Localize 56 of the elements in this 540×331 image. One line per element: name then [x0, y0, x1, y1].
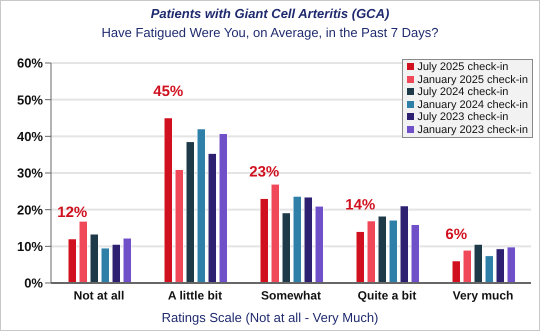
- bar: [315, 206, 324, 283]
- bar: [485, 256, 494, 283]
- data-label: 45%: [153, 83, 184, 100]
- x-tick-label: Quite a bit: [358, 288, 416, 303]
- x-axis-title: Ratings Scale (Not at all - Very Much): [160, 310, 380, 325]
- bar: [208, 153, 217, 283]
- legend-label: July 2023 check-in: [416, 111, 510, 124]
- bar: [400, 206, 409, 283]
- bar: [389, 220, 398, 283]
- bar: [507, 246, 516, 283]
- legend-label: January 2025 check-in: [416, 74, 528, 86]
- y-tick-label: 10%: [16, 238, 44, 254]
- legend-label: July 2024 check-in: [416, 86, 510, 98]
- bar: [411, 224, 420, 283]
- data-label: 12%: [57, 204, 88, 221]
- legend-label: January 2023 check-in: [416, 124, 528, 136]
- bar: [101, 248, 110, 283]
- data-label: 14%: [345, 196, 376, 214]
- bar: [175, 169, 184, 283]
- x-tick-label: Not at all: [74, 288, 124, 303]
- bar: [90, 234, 99, 283]
- y-tick-label: 30%: [16, 166, 44, 181]
- bar: [186, 142, 195, 283]
- legend-label: January 2024 check-in: [416, 98, 528, 111]
- bar: [496, 248, 505, 283]
- data-label: 23%: [249, 164, 280, 181]
- y-tick-label: 60%: [16, 56, 44, 71]
- data-label: 6%: [445, 226, 468, 243]
- chart-subtitle: Have Fatigued Were You, on Average, in the Past 7 Days?: [100, 25, 440, 40]
- bar: [293, 196, 302, 283]
- bar: [463, 250, 472, 283]
- y-tick-label: 20%: [16, 202, 44, 218]
- bar: [68, 238, 77, 283]
- bar: [356, 231, 365, 283]
- x-tick-label: Very much: [452, 288, 514, 303]
- x-tick-label: Somewhat: [260, 288, 322, 303]
- bar: [197, 128, 206, 283]
- x-tick-label: A little bit: [168, 288, 222, 303]
- bar: [260, 198, 269, 283]
- bar: [282, 212, 291, 283]
- bar: [378, 216, 387, 283]
- bar: [123, 238, 132, 283]
- bar: [452, 260, 461, 283]
- y-tick-label: 40%: [16, 128, 44, 144]
- bar: [271, 184, 280, 283]
- bar: [219, 134, 228, 283]
- bar: [304, 196, 313, 283]
- bar: [367, 220, 376, 283]
- legend-label: July 2025 check-in: [416, 61, 510, 74]
- bar: [112, 244, 121, 283]
- y-tick-label: 50%: [16, 92, 44, 108]
- bar: [79, 221, 88, 283]
- chart-title: Patients with Giant Cell Arteritis (GCA): [150, 6, 390, 21]
- y-tick-label: 0%: [24, 276, 44, 291]
- bar: [474, 244, 483, 283]
- bar: [164, 118, 173, 283]
